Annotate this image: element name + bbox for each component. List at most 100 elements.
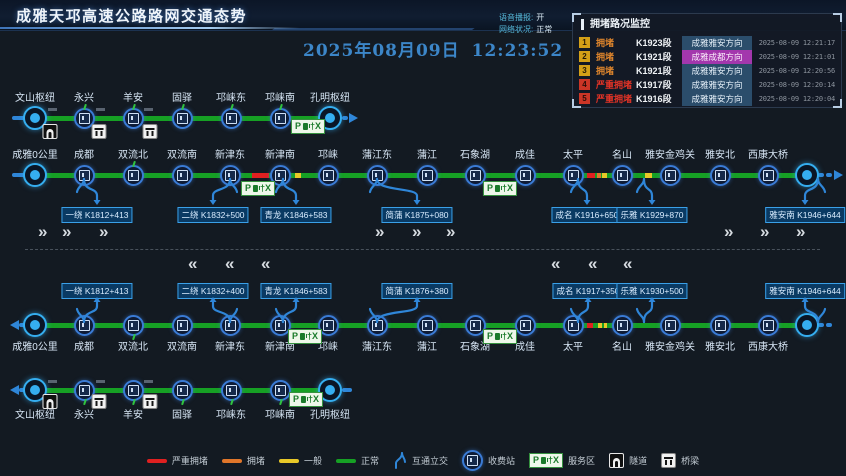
- station-name: 新津东: [215, 342, 245, 353]
- interchange-fork-connector: [635, 297, 656, 324]
- toll-station-marker: [318, 315, 339, 336]
- toll-gate-glyph: [177, 320, 188, 331]
- station-name: 双流南: [167, 342, 197, 353]
- bridge-icon: [142, 394, 158, 409]
- sprout-icon: [230, 398, 234, 406]
- toll-station-marker: [172, 108, 193, 129]
- sprout-icon: [83, 398, 87, 406]
- fuel-pump-icon: [300, 396, 308, 403]
- interchange-fork-connector: [274, 297, 300, 324]
- sprout-icon: [279, 398, 283, 406]
- monitor-row[interactable]: 5 严重拥堵 K1916段 成雅雅安方向 2025-08-09 12:20:04: [579, 91, 835, 106]
- congestion-status: 严重拥堵: [596, 94, 633, 104]
- toll-station-marker: [461, 450, 483, 471]
- toll-gate-glyph: [177, 385, 188, 396]
- restaurant-glyph: †: [306, 331, 313, 341]
- interchange-hub-marker: [318, 378, 342, 402]
- congestion-segment: [604, 323, 607, 328]
- panel-corner-decoration: [833, 99, 842, 108]
- station-name: 邛崃: [318, 150, 338, 161]
- congestion-segment: [598, 323, 602, 328]
- toll-gate-glyph: [665, 320, 676, 331]
- toll-gate-glyph: [323, 320, 334, 331]
- interchange-fork-connector: [569, 297, 592, 324]
- toll-station-marker: [220, 315, 241, 336]
- legend-item: 正常: [335, 454, 379, 467]
- service-area-sign: P † X: [529, 453, 564, 468]
- bridge-glyph: [94, 127, 104, 136]
- toll-gate-glyph: [226, 113, 237, 124]
- event-time: 2025-08-09 12:21:01: [758, 52, 835, 61]
- station-name: 新津东: [215, 150, 245, 161]
- tunnel-bridge-tick: [48, 380, 57, 383]
- toll-station-marker: [417, 315, 438, 336]
- bridge-glyph: [664, 456, 674, 465]
- interchange-fork-connector: [368, 177, 421, 205]
- direction-divider: [25, 249, 820, 250]
- restaurant-glyph: †: [309, 121, 316, 131]
- kilometer-label: 二绕 K1832+500: [177, 207, 249, 223]
- congestion-segment: [602, 173, 607, 178]
- station-name: 成雅0公里: [12, 150, 58, 161]
- network-status: 网络状况: 正常: [499, 25, 553, 34]
- legend-label: 隧道: [629, 456, 648, 466]
- flow-arrow-right: »: [412, 222, 422, 241]
- fuel-pump-icon: [494, 185, 502, 192]
- parking-letter: P: [244, 183, 251, 193]
- bridge-glyph: [145, 127, 155, 136]
- station-name: 双流北: [118, 342, 148, 353]
- toll-gate-glyph: [665, 170, 676, 181]
- flow-arrow-right: »: [38, 222, 48, 241]
- monitor-row[interactable]: 3 拥堵 K1921段 成雅雅安方向 2025-08-09 12:20:56: [579, 63, 835, 78]
- toll-station-marker: [660, 165, 681, 186]
- legend-item: 收费站: [461, 450, 515, 471]
- monitor-row[interactable]: 4 严重拥堵 K1917段 成雅雅安方向 2025-08-09 12:20:14: [579, 77, 835, 92]
- kilometer-label: 一绕 K1812+413: [61, 207, 133, 223]
- legend-label: 桥梁: [681, 456, 700, 466]
- direction-arrow-left: [10, 320, 19, 330]
- service-area-sign: P † X: [287, 329, 323, 344]
- sprout-icon: [132, 398, 136, 406]
- parking-letter: P: [291, 331, 298, 341]
- legend-label: 一般: [303, 456, 322, 466]
- toll-station-marker: [710, 315, 731, 336]
- station-name: 西康大桥: [748, 342, 788, 353]
- tunnel-bridge-tick: [96, 108, 105, 111]
- event-time: 2025-08-09 12:20:56: [758, 66, 835, 75]
- direction-badge: 成雅雅安方向: [682, 63, 752, 78]
- kilometer-label: 青龙 K1846+583: [260, 207, 332, 223]
- monitor-row[interactable]: 1 拥堵 K1923段 成雅雅安方向 2025-08-09 12:21:17: [579, 35, 835, 50]
- station-name: 双流南: [167, 150, 197, 161]
- tunnel-arch-glyph: [46, 399, 54, 408]
- voice-broadcast-status: 语音播报: 开: [499, 13, 545, 22]
- flow-arrow-left: «: [588, 254, 598, 273]
- parking-letter: P: [292, 394, 299, 404]
- station-name: 蒲江: [417, 342, 437, 353]
- exit-letter: X: [265, 183, 272, 193]
- panel-corner-decoration: [572, 13, 581, 22]
- legend: 严重拥堵 拥堵 一般 正常 互通立交 收费站 P † X 服务区 隧道 桥梁: [0, 450, 846, 471]
- toll-gate-glyph: [323, 170, 334, 181]
- road-exit-dash: [826, 323, 832, 327]
- interchange-fork-connector: [569, 177, 591, 205]
- toll-station-marker: [270, 108, 291, 129]
- exit-letter: X: [312, 331, 319, 341]
- flow-arrow-right: »: [62, 222, 72, 241]
- bridge-glyph: [94, 397, 104, 406]
- title-underline-decoration: [0, 27, 300, 29]
- toll-gate-glyph: [520, 170, 531, 181]
- toll-station-marker: [221, 380, 242, 401]
- event-time: 2025-08-09 12:20:14: [758, 80, 835, 89]
- tunnel-icon: [609, 453, 625, 468]
- road-exit-stub: [342, 116, 348, 120]
- monitor-row[interactable]: 2 拥堵 K1921段 成雅成都方向 2025-08-09 12:21:01: [579, 49, 835, 64]
- flow-arrow-left: «: [225, 254, 235, 273]
- direction-badge: 成雅雅安方向: [682, 77, 752, 92]
- station-name: 邛崃东: [216, 410, 246, 421]
- toll-gate-glyph: [763, 170, 774, 181]
- toll-gate-glyph: [715, 170, 726, 181]
- exit-letter: X: [507, 183, 514, 193]
- kilometer-label: 成名 K1916+650: [551, 207, 623, 223]
- legend-item: 严重拥堵: [146, 454, 208, 467]
